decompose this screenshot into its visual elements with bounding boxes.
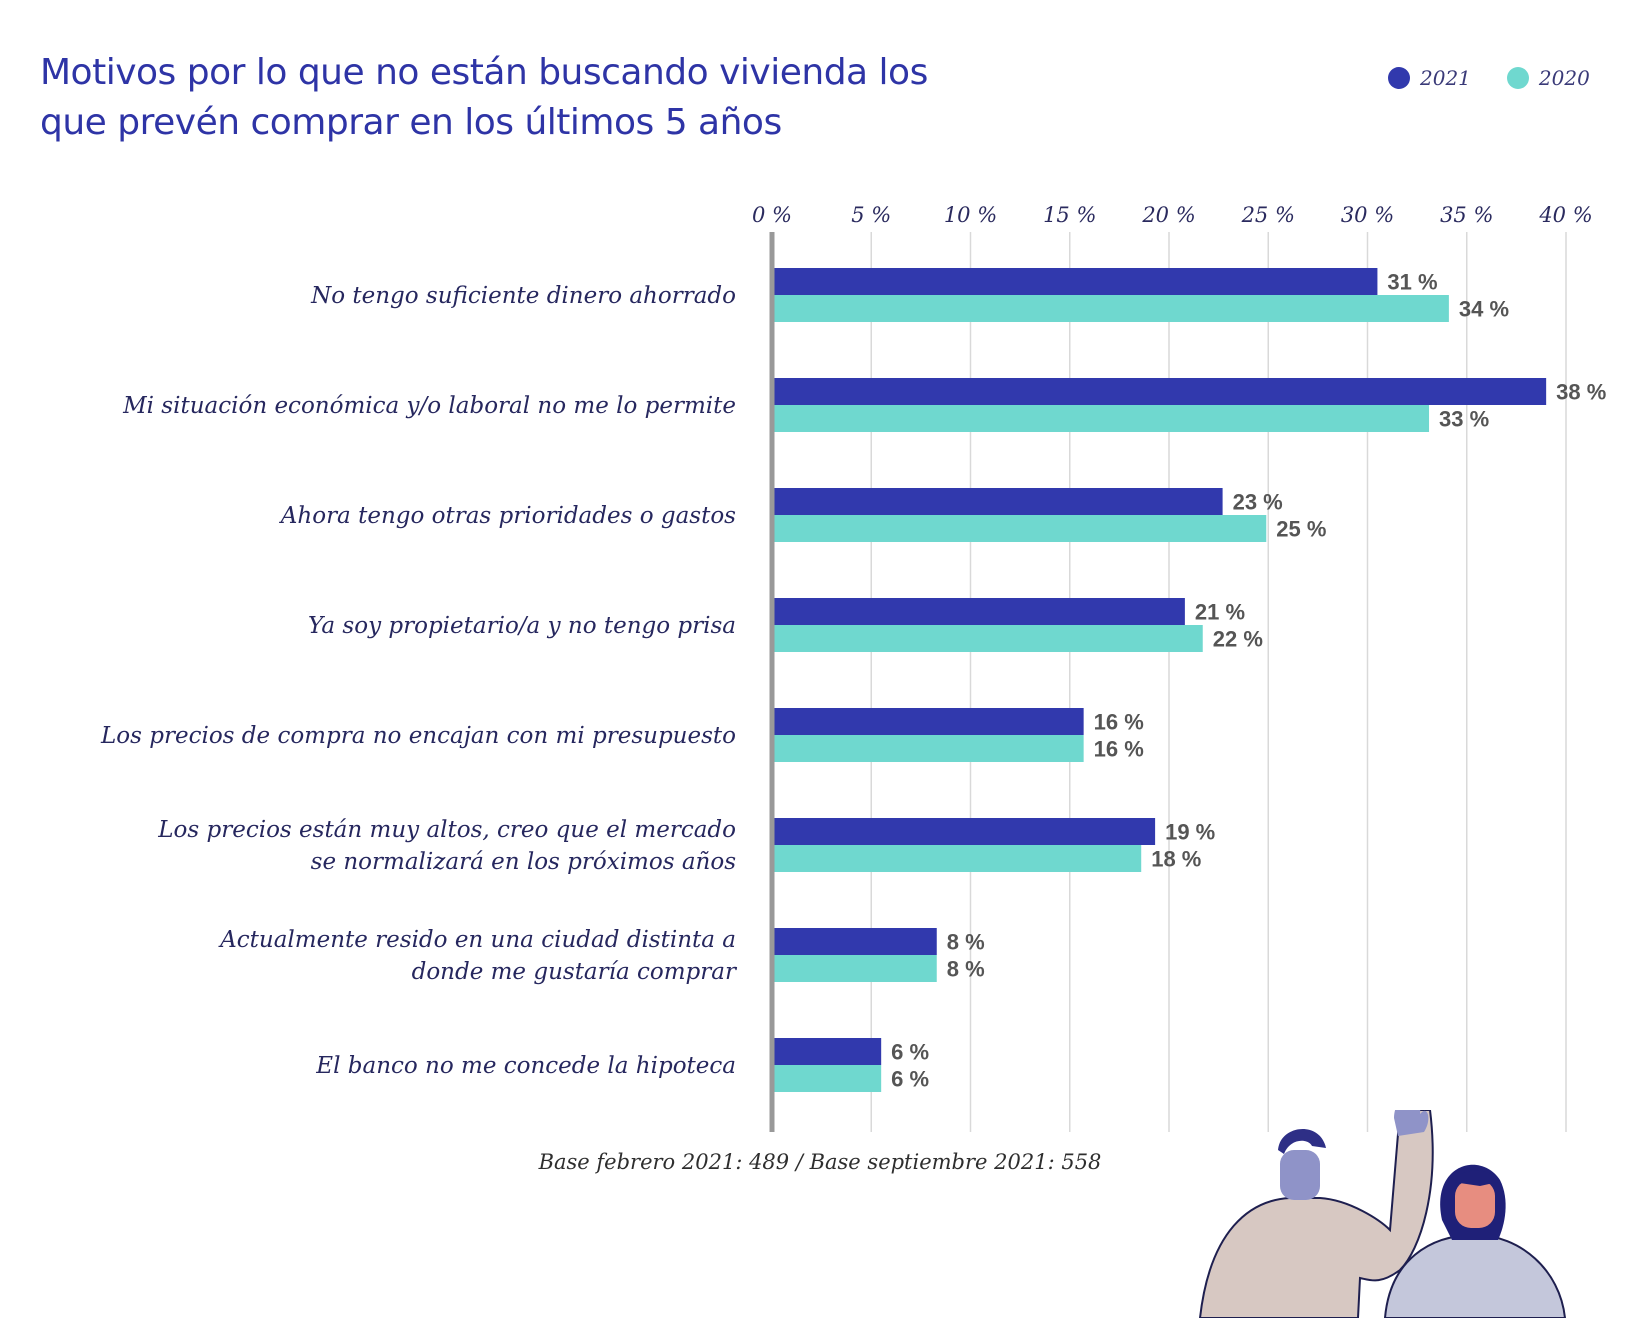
x-tick-label: 15 % (1043, 203, 1096, 227)
x-tick-label: 25 % (1241, 203, 1295, 227)
category-label: No tengo suficiente dinero ahorrado (310, 283, 736, 309)
bar-2021 (772, 598, 1185, 625)
bar-2020 (772, 295, 1449, 322)
people-illustration (1198, 1110, 1567, 1318)
data-label-2021: 6 % (891, 1040, 929, 1065)
data-label-2021: 16 % (1094, 710, 1144, 735)
x-tick-label: 0 % (752, 203, 792, 227)
category-label: Ahora tengo otras prioridades o gastos (279, 503, 736, 529)
chart-title-line-1: Motivos por lo que no están buscando viv… (40, 52, 928, 93)
bar-2021 (772, 488, 1223, 515)
x-tick-label: 40 % (1538, 203, 1592, 227)
legend-item-2020: 2020 (1506, 66, 1590, 90)
data-label-2021: 31 % (1387, 270, 1437, 295)
category-label: Ya soy propietario/a y no tengo prisa (308, 613, 736, 639)
category-label: donde me gustaría comprar (412, 959, 738, 985)
x-tick-label: 10 % (944, 203, 997, 227)
bar-2021 (772, 928, 937, 955)
legend-label-2021: 2021 (1420, 66, 1471, 90)
bar-2020 (772, 405, 1430, 432)
category-label: Los precios de compra no encajan con mi … (100, 723, 736, 749)
bar-2020 (772, 955, 937, 982)
bar-2020 (772, 845, 1142, 872)
data-label-2021: 21 % (1195, 600, 1245, 625)
bar-2020 (772, 735, 1084, 762)
chart-legend: 2021 2020 (1388, 66, 1590, 90)
category-label: El banco no me concede la hipoteca (315, 1053, 736, 1079)
x-tick-label: 20 % (1141, 203, 1195, 227)
x-tick-label: 5 % (851, 203, 891, 227)
x-tick-label: 30 % (1341, 203, 1394, 227)
data-label-2020: 22 % (1213, 627, 1263, 652)
data-label-2020: 8 % (947, 957, 985, 982)
chart-title: Motivos por lo que no están buscando viv… (40, 48, 1000, 148)
data-label-2021: 8 % (947, 930, 985, 955)
legend-label-2020: 2020 (1538, 66, 1590, 90)
data-label-2020: 33 % (1439, 407, 1489, 432)
data-label-2021: 19 % (1165, 820, 1215, 845)
bar-2020 (772, 1065, 882, 1092)
legend-item-2021: 2021 (1388, 66, 1471, 90)
category-label: Los precios están muy altos, creo que el… (157, 817, 736, 843)
category-label: se normalizará en los próximos años (311, 849, 737, 875)
data-label-2020: 34 % (1459, 297, 1509, 322)
bar-chart: 0 % 5 % 10 % 15 % 20 % 25 % 30 % 35 % 40 % 31 % 34… (100, 203, 1606, 1132)
bar-2021 (772, 818, 1156, 845)
data-label-2021: 23 % (1233, 490, 1283, 515)
legend-swatch-2020 (1506, 67, 1529, 89)
category-label: Mi situación económica y/o laboral no me… (122, 393, 736, 419)
bar-2021 (772, 268, 1378, 295)
category-label: Actualmente resido en una ciudad distint… (218, 927, 736, 953)
chart-title-line-2: que prevén comprar en los últimos 5 años (40, 102, 782, 143)
bar-2021 (772, 708, 1084, 735)
bar-2020 (772, 515, 1267, 542)
data-label-2020: 16 % (1094, 737, 1144, 762)
data-label-2020: 6 % (891, 1067, 929, 1092)
data-label-2021: 38 % (1556, 380, 1606, 405)
data-label-2020: 18 % (1151, 847, 1201, 872)
base-note: Base febrero 2021: 489 / Base septiembre… (538, 1150, 1102, 1174)
x-tick-label: 35 % (1440, 203, 1493, 227)
bar-2021 (772, 1038, 882, 1065)
bar-2020 (772, 625, 1203, 652)
legend-swatch-2021 (1388, 67, 1410, 89)
bar-2021 (772, 378, 1547, 405)
data-label-2020: 25 % (1276, 517, 1326, 542)
